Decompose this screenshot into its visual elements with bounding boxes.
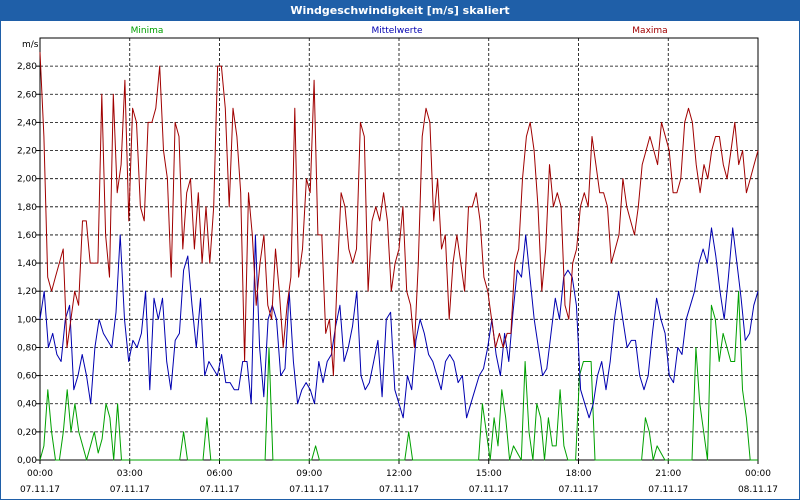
y-tick-label: 1,20 xyxy=(17,287,37,297)
series-line-mittelwerte xyxy=(39,227,759,419)
series-line-minima xyxy=(39,290,758,461)
y-tick-label: 0,60 xyxy=(17,372,37,382)
window-title: Windgeschwindigkeit [m/s] skaliert xyxy=(1,1,799,21)
y-tick-label: 2,60 xyxy=(17,90,37,100)
legend: Minima Mittelwerte Maxima xyxy=(131,26,668,36)
series-line-maxima xyxy=(39,52,759,377)
x-tick-time: 06:00 xyxy=(207,469,233,479)
x-tick-time: 09:00 xyxy=(296,469,322,479)
x-tick-date: 07.11.17 xyxy=(199,485,239,495)
x-tick-date: 08.11.17 xyxy=(738,485,778,495)
y-tick-label: 2,20 xyxy=(17,147,37,157)
y-tick-label: 0,00 xyxy=(17,456,37,466)
x-tick-date: 07.11.17 xyxy=(20,485,60,495)
x-tick-time: 12:00 xyxy=(386,469,412,479)
x-tick-time: 15:00 xyxy=(476,469,502,479)
x-tick-time: 21:00 xyxy=(655,469,681,479)
y-tick-label: 0,40 xyxy=(17,400,37,410)
legend-minima: Minima xyxy=(131,26,164,36)
y-tick-label: 1,60 xyxy=(17,231,37,241)
y-tick-label: 1,80 xyxy=(17,203,37,213)
y-tick-label: 1,00 xyxy=(17,315,37,325)
x-tick-date: 07.11.17 xyxy=(379,485,419,495)
x-tick-time: 00:00 xyxy=(27,469,53,479)
wind-speed-chart: 0,00 0,20 0,40 0,60 0,80 1,00 1,20 1,40 1,60 1,80… xyxy=(17,26,778,495)
legend-mittelwerte: Mittelwerte xyxy=(371,26,422,36)
y-tick-label: 0,80 xyxy=(17,343,37,353)
legend-maxima: Maxima xyxy=(632,26,667,36)
y-axis-unit: m/s xyxy=(22,40,39,50)
x-tick-time: 00:00 xyxy=(745,469,771,479)
x-tick-date: 07.11.17 xyxy=(648,485,688,495)
x-tick-date: 07.11.17 xyxy=(469,485,509,495)
grid-lines xyxy=(40,38,758,460)
series-lines xyxy=(39,52,759,461)
y-tick-label: 0,20 xyxy=(17,428,37,438)
x-tick-date: 07.11.17 xyxy=(110,485,150,495)
x-tick-time: 18:00 xyxy=(566,469,592,479)
x-tick-date: 07.11.17 xyxy=(558,485,598,495)
x-axis: 00:00 07.11.17 03:00 07.11.17 06:00 07.11.17 0… xyxy=(20,460,778,495)
y-tick-label: 2,00 xyxy=(17,175,37,185)
y-axis: 0,00 0,20 0,40 0,60 0,80 1,00 1,20 1,40 1,60 1,80… xyxy=(17,62,40,466)
x-tick-time: 03:00 xyxy=(117,469,143,479)
x-tick-date: 07.11.17 xyxy=(289,485,329,495)
y-tick-label: 1,40 xyxy=(17,259,37,269)
y-tick-label: 2,40 xyxy=(17,118,37,128)
y-tick-label: 2,80 xyxy=(17,62,37,72)
